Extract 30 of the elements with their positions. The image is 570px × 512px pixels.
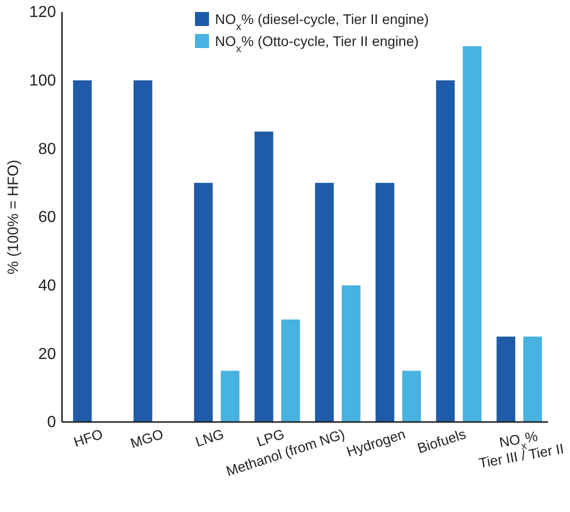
bar <box>523 336 542 422</box>
legend-label: NO$_{x}$% (diesel-cycle, Tier II engine) <box>215 11 429 33</box>
bar <box>342 285 360 422</box>
bar <box>73 80 92 422</box>
legend-label: NO$_{x}$% (Otto-cycle, Tier II engine) <box>215 33 419 55</box>
bar <box>254 132 274 422</box>
bar <box>281 320 300 422</box>
bar <box>402 370 421 422</box>
y-tick-label: 120 <box>29 4 56 22</box>
x-tick-label: LNG <box>193 426 226 450</box>
bar <box>220 370 240 422</box>
bar <box>194 182 213 422</box>
x-tick-label: NO$_{x}$% Tier III / Tier II <box>478 428 565 471</box>
y-tick-label: 80 <box>38 140 56 158</box>
bar <box>496 336 516 422</box>
x-tick-label: MGO <box>128 426 166 452</box>
y-tick-label: 20 <box>38 346 56 363</box>
x-tick-label: Biofuels <box>415 426 468 456</box>
y-axis-title: % (100% = HFO) <box>5 160 22 274</box>
y-tick-label: 0 <box>47 414 56 432</box>
y-tick-label: 40 <box>38 277 56 294</box>
bar <box>376 182 394 422</box>
bar <box>462 46 482 422</box>
x-tick-label: HFO <box>72 426 105 450</box>
bar <box>134 80 152 422</box>
y-tick-label: 100 <box>29 72 56 90</box>
bar <box>315 182 334 422</box>
bar <box>436 80 455 422</box>
y-tick-label: 60 <box>38 209 56 226</box>
x-tick-label: LPG <box>254 426 286 450</box>
